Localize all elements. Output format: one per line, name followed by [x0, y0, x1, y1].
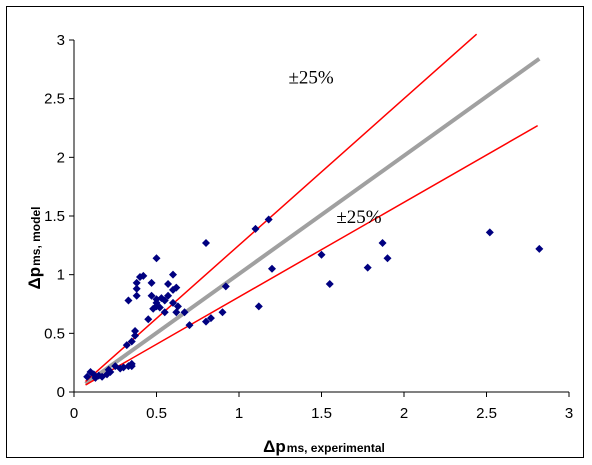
- error-bound-line: [85, 33, 478, 383]
- data-point: [164, 291, 173, 300]
- data-point: [363, 263, 372, 272]
- data-point: [535, 244, 544, 253]
- y-axis-label: Δpms, model: [25, 207, 44, 290]
- data-point: [169, 298, 177, 307]
- data-point: [132, 278, 141, 287]
- x-tick-label: 2.5: [476, 405, 497, 422]
- data-point: [202, 317, 210, 326]
- data-point: [185, 321, 194, 330]
- chart-frame: [6, 6, 584, 458]
- data-point: [132, 284, 141, 293]
- x-tick-label: 0: [70, 405, 78, 422]
- error-bound-line: [85, 125, 539, 386]
- data-point: [127, 337, 136, 346]
- data-point: [131, 331, 140, 340]
- data-point: [218, 308, 227, 317]
- data-point: [268, 264, 276, 273]
- data-point: [325, 280, 334, 289]
- data-point: [251, 224, 260, 233]
- x-tick-label: 1: [235, 405, 243, 422]
- data-point: [136, 273, 144, 282]
- axis-ticks: 0 0.5 1 1.5 2 2.5 3 0 0.5 1 1.5 2 2.5 3: [44, 32, 573, 422]
- data-point: [206, 314, 215, 323]
- data-point: [378, 238, 387, 247]
- data-point: [164, 280, 173, 289]
- data-point: [383, 254, 392, 263]
- data-point: [254, 302, 263, 311]
- x-tick-label: 0.5: [146, 405, 167, 422]
- y-tick-label: 1: [57, 267, 65, 284]
- data-point: [172, 308, 181, 317]
- y-tick-label: 3: [57, 32, 65, 49]
- data-point: [155, 303, 164, 312]
- data-point: [132, 291, 141, 300]
- data-point: [152, 254, 161, 263]
- data-point: [131, 326, 140, 335]
- data-point: [169, 270, 177, 279]
- annotation-label: ±25%: [336, 207, 381, 228]
- data-point: [202, 238, 210, 247]
- x-tick-label: 2: [400, 405, 408, 422]
- data-point: [180, 308, 189, 317]
- data-point: [221, 282, 230, 291]
- x-tick-label: 3: [565, 405, 573, 422]
- data-point: [173, 302, 182, 311]
- x-tick-label: 1.5: [311, 405, 332, 422]
- data-point: [144, 315, 153, 324]
- y-tick-label: 2: [57, 149, 65, 166]
- data-point: [172, 283, 181, 292]
- data-point: [317, 250, 326, 259]
- y-tick-label: 0.5: [44, 325, 65, 342]
- y-tick-label: 1.5: [44, 208, 65, 225]
- data-point: [147, 278, 156, 287]
- chart-marks: ±25% ±25%: [83, 33, 544, 386]
- data-point: [127, 362, 136, 371]
- y-tick-label: 2.5: [44, 91, 65, 108]
- parity-line: [84, 57, 541, 386]
- data-point: [485, 228, 494, 237]
- x-axis-label: Δpms, experimental: [263, 437, 385, 456]
- data-point: [106, 368, 115, 377]
- data-point: [122, 341, 131, 350]
- data-point: [147, 291, 156, 300]
- y-tick-label: 0: [57, 384, 65, 401]
- annotation-label: ±25%: [289, 67, 334, 88]
- data-point: [124, 296, 133, 305]
- data-point: [264, 215, 273, 224]
- data-point: [160, 308, 169, 317]
